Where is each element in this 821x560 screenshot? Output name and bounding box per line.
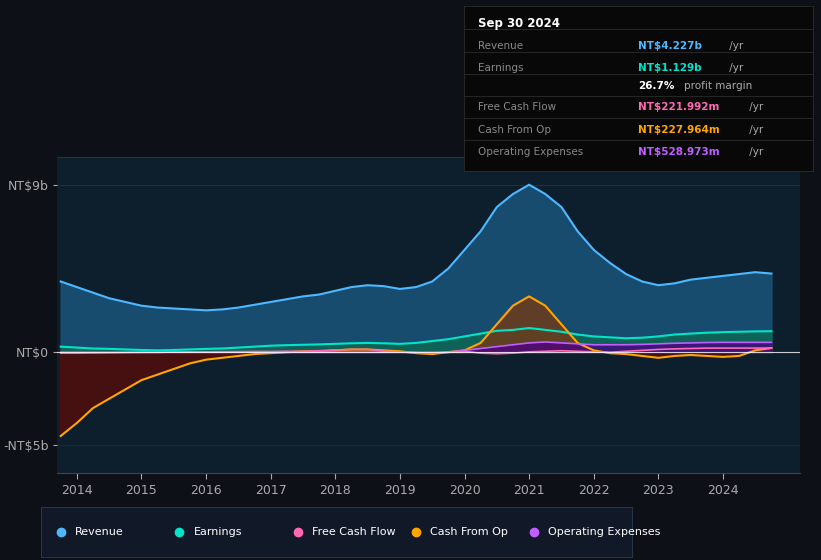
Text: NT$1.129b: NT$1.129b <box>639 63 702 73</box>
Text: /yr: /yr <box>727 63 744 73</box>
Text: NT$221.992m: NT$221.992m <box>639 102 720 112</box>
Text: NT$4.227b: NT$4.227b <box>639 41 702 51</box>
Text: Revenue: Revenue <box>478 41 523 51</box>
Text: Earnings: Earnings <box>194 527 242 537</box>
Text: Cash From Op: Cash From Op <box>430 527 508 537</box>
Text: Earnings: Earnings <box>478 63 523 73</box>
Text: Free Cash Flow: Free Cash Flow <box>312 527 396 537</box>
Text: Operating Expenses: Operating Expenses <box>478 147 583 157</box>
Text: NT$528.973m: NT$528.973m <box>639 147 720 157</box>
Text: /yr: /yr <box>745 102 763 112</box>
Text: profit margin: profit margin <box>684 81 752 91</box>
Text: /yr: /yr <box>745 147 763 157</box>
Text: Sep 30 2024: Sep 30 2024 <box>478 17 560 30</box>
Text: 26.7%: 26.7% <box>639 81 675 91</box>
Text: NT$227.964m: NT$227.964m <box>639 124 720 134</box>
Text: Free Cash Flow: Free Cash Flow <box>478 102 556 112</box>
Text: Revenue: Revenue <box>76 527 124 537</box>
Text: /yr: /yr <box>727 41 744 51</box>
Text: Cash From Op: Cash From Op <box>478 124 551 134</box>
Text: /yr: /yr <box>745 124 763 134</box>
Text: Operating Expenses: Operating Expenses <box>548 527 661 537</box>
